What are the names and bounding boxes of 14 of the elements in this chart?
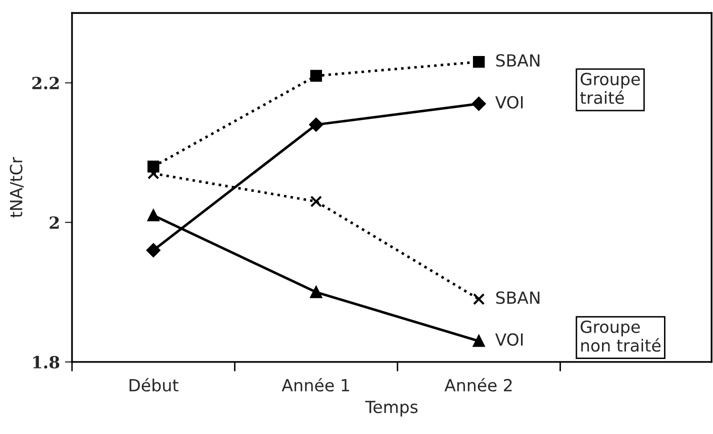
x-tick-label: Année 2	[444, 378, 512, 392]
text: Groupe non traité	[580, 320, 661, 352]
y-tick-label: 2.2	[32, 76, 59, 90]
x-axis-title: Temps	[365, 400, 418, 416]
series-label: SBAN	[496, 291, 540, 304]
y-tick-label: 2	[50, 216, 59, 229]
x-tick-label: Année 1	[282, 378, 350, 392]
series-label: VOI	[495, 96, 523, 109]
series-label: SBAN	[496, 54, 540, 67]
text: Groupe traité	[580, 72, 640, 104]
x-tick-label: Début	[130, 378, 178, 392]
y-tick-label: 1.8	[33, 356, 60, 369]
y-axis-title: tNA/tCr	[10, 156, 24, 218]
series-label: VOI	[495, 333, 523, 346]
